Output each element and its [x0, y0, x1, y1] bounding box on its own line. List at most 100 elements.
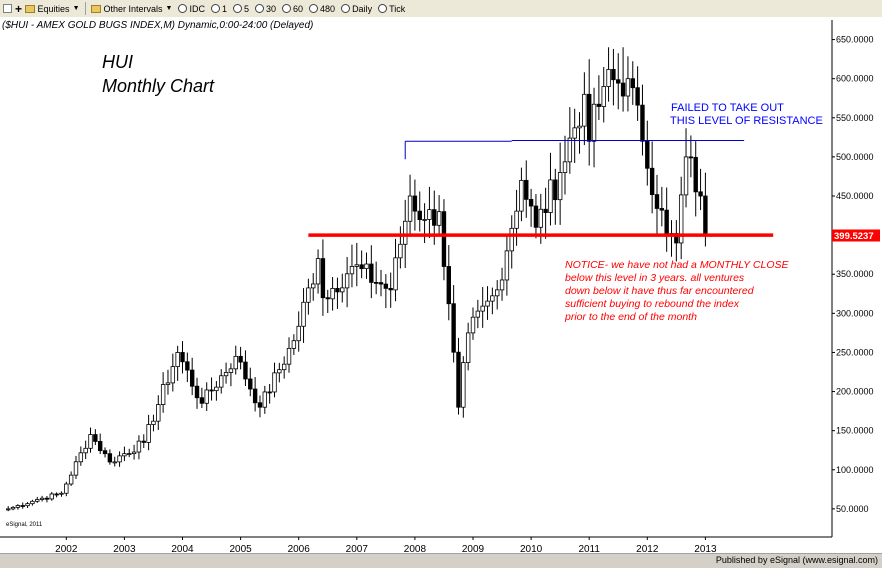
candle-body	[495, 289, 500, 297]
candle-body	[572, 127, 577, 139]
candle-body	[509, 227, 514, 252]
equities-dropdown[interactable]: + Equities ▼	[0, 1, 83, 16]
candle-body	[461, 362, 466, 408]
candle-body	[39, 497, 45, 500]
time-tick-label: 2013	[694, 544, 717, 553]
candle-body	[557, 172, 563, 201]
level-lines	[308, 139, 774, 237]
candle-body	[601, 86, 606, 107]
time-tick-label: 2009	[462, 544, 485, 553]
candle-body	[553, 179, 558, 201]
candle-body	[88, 434, 93, 449]
candle-body	[456, 351, 461, 408]
time-tick-label: 2006	[288, 544, 311, 553]
toolbar-separator	[84, 2, 86, 15]
price-tick-label: 650.0000	[836, 35, 874, 45]
interval-1-button[interactable]: 1	[208, 1, 230, 16]
candle-body	[485, 300, 490, 307]
candle-body	[649, 167, 655, 196]
candle-body	[354, 264, 359, 267]
candle-body	[417, 210, 422, 221]
time-tick-label: 2011	[578, 544, 600, 553]
candle-body	[432, 209, 437, 226]
interval-60-button[interactable]: 60	[279, 1, 306, 16]
candle-body	[703, 195, 708, 236]
candle-body	[340, 287, 345, 293]
candle-body	[678, 194, 684, 244]
candle-body	[146, 424, 151, 443]
interval-480-button[interactable]: 480	[306, 1, 338, 16]
candle-body	[567, 137, 573, 163]
price-tick-label: 500.0000	[836, 152, 874, 162]
candle-body	[359, 264, 364, 270]
chart-title-line: HUI	[102, 52, 133, 72]
folder-icon	[24, 4, 35, 13]
chart-window[interactable]: 50.0000 100.0000 150.0000 200.0000 250.0000 3…	[0, 17, 882, 555]
chevron-down-icon: ▼	[165, 5, 173, 12]
candle-body	[620, 82, 626, 97]
candle-body	[49, 493, 54, 500]
candle-body	[664, 209, 669, 236]
other-intervals-dropdown[interactable]: Other Intervals ▼	[88, 1, 176, 16]
chart-icon	[3, 4, 12, 13]
candle-body	[611, 69, 616, 81]
candle-body	[35, 499, 40, 502]
candle-body	[219, 375, 224, 388]
price-axis	[832, 20, 882, 537]
interval-30-button[interactable]: 30	[252, 1, 279, 16]
candle-body	[606, 69, 611, 87]
candle-body	[659, 208, 665, 211]
candle-body	[151, 420, 156, 425]
candle-body	[538, 208, 543, 228]
candle-body	[199, 397, 205, 404]
candle-body	[548, 179, 553, 213]
support-note-line: down below it have thus far encountered	[565, 285, 755, 297]
candle-body	[378, 282, 384, 285]
candle-body	[165, 382, 171, 385]
price-chart[interactable]: 50.0000 100.0000 150.0000 200.0000 250.0000 3…	[0, 17, 882, 555]
interval-tick-button[interactable]: Tick	[375, 1, 408, 16]
candle-body	[524, 179, 529, 200]
candle-body	[68, 474, 74, 485]
candle-body	[693, 156, 698, 193]
candle-body	[616, 79, 621, 84]
time-tick-label: 2005	[229, 544, 252, 553]
price-tick-label: 550.0000	[836, 113, 874, 123]
candle-body	[683, 156, 689, 196]
candle-body	[15, 505, 21, 508]
candle-body	[136, 440, 142, 453]
last-price-label: 399.5237	[834, 231, 874, 242]
candle-body	[596, 103, 602, 107]
candle-body	[369, 263, 374, 283]
esignal-watermark: eSignal, 2011	[6, 522, 43, 528]
price-tick-label: 50.0000	[836, 504, 869, 514]
clock-icon	[309, 4, 319, 13]
interval-daily-button[interactable]: Daily	[338, 1, 375, 16]
interval-5-button[interactable]: 5	[230, 1, 252, 16]
candle-body	[311, 283, 316, 289]
candle-body	[170, 366, 176, 384]
candle-body	[465, 332, 471, 363]
candle-body	[141, 440, 146, 443]
support-note-line: below this level in 3 years. all venture…	[565, 272, 745, 284]
support-note-line: prior to the end of the month	[564, 311, 697, 323]
candle-body	[403, 220, 408, 245]
interval-idc-button[interactable]: IDC	[175, 1, 208, 16]
clock-icon	[341, 4, 351, 13]
candle-body	[446, 266, 451, 305]
candle-body	[451, 303, 456, 353]
time-tick-label: 2004	[171, 544, 194, 553]
time-tick-label: 2008	[404, 544, 427, 553]
candle-body	[252, 388, 258, 404]
candle-body	[591, 103, 597, 142]
candle-body	[112, 461, 117, 464]
price-tick-label: 450.0000	[836, 191, 874, 201]
candle-body	[688, 156, 694, 159]
candle-body	[272, 372, 277, 393]
candle-body	[499, 279, 505, 291]
toolbar: + Equities ▼ Other Intervals ▼ IDC 1 5 30 …	[0, 0, 882, 18]
candle-body	[10, 506, 16, 510]
price-tick-label: 600.0000	[836, 74, 874, 84]
candle-body	[102, 450, 108, 455]
axes: 50.0000 100.0000 150.0000 200.0000 250.0000 3…	[0, 20, 882, 555]
